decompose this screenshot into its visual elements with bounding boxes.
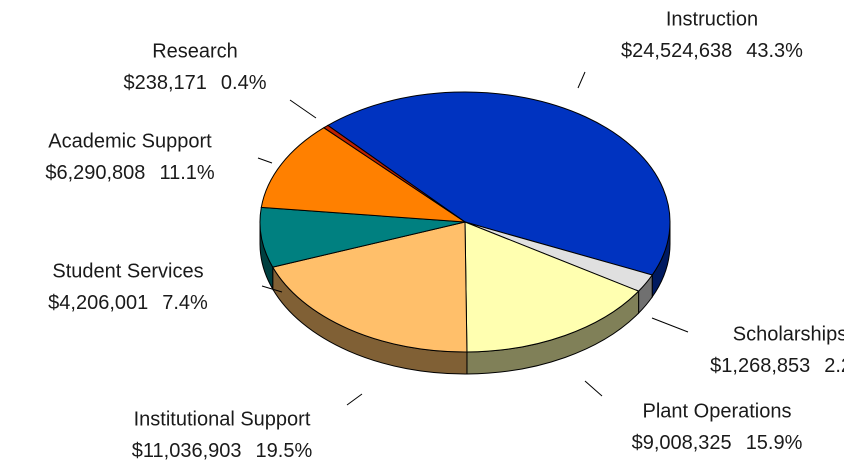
percent-label: 43.3%	[746, 40, 803, 62]
pie-tops	[259, 91, 671, 353]
slice-label: Instruction	[666, 8, 758, 30]
slice-value: $238,171 0.4%	[123, 72, 266, 94]
percent-label: 0.4%	[221, 72, 267, 94]
slice	[260, 127, 467, 223]
slice-value: $24,524,638 43.3%	[621, 40, 803, 62]
slice-label: Student Services	[52, 260, 203, 282]
leader-line	[257, 157, 273, 164]
leader-line	[261, 285, 283, 293]
leader-line	[577, 71, 586, 89]
slice-label: Plant Operations	[643, 400, 792, 422]
percent-label: 15.9%	[746, 432, 803, 454]
percent-label: 2.2%	[824, 355, 844, 377]
slice-value: $4,206,001 7.4%	[48, 292, 208, 314]
leader-line	[651, 317, 689, 333]
slice-label: Institutional Support	[134, 408, 311, 430]
percent-label: 11.1%	[159, 162, 214, 184]
value-label: $24,524,638	[621, 40, 732, 62]
value-label: $11,036,903	[132, 440, 242, 462]
slice-label: Academic Support	[48, 130, 212, 152]
slice	[326, 91, 671, 276]
leader-line	[346, 393, 363, 406]
slice-value: $6,290,808 11.1%	[45, 162, 215, 184]
slice	[464, 221, 640, 353]
slice-label: Research	[152, 40, 238, 62]
value-label: $238,171	[123, 72, 206, 94]
slice-value: $11,036,903 19.5%	[132, 440, 313, 462]
slice	[322, 124, 466, 223]
slice	[271, 221, 468, 353]
value-label: $6,290,808	[45, 162, 145, 184]
slice-value: $1,268,853 2.2%	[710, 355, 844, 377]
value-label: $4,206,001	[48, 292, 148, 314]
percent-label: 7.4%	[162, 292, 208, 314]
value-label: $1,268,853	[710, 355, 810, 377]
leader-line	[289, 99, 317, 119]
percent-label: 19.5%	[256, 440, 313, 462]
slice-value: $9,008,325 15.9%	[632, 432, 803, 454]
slice	[259, 206, 466, 268]
leader-line	[584, 380, 603, 397]
slice-label: Scholarships	[733, 323, 844, 345]
value-label: $9,008,325	[632, 432, 732, 454]
